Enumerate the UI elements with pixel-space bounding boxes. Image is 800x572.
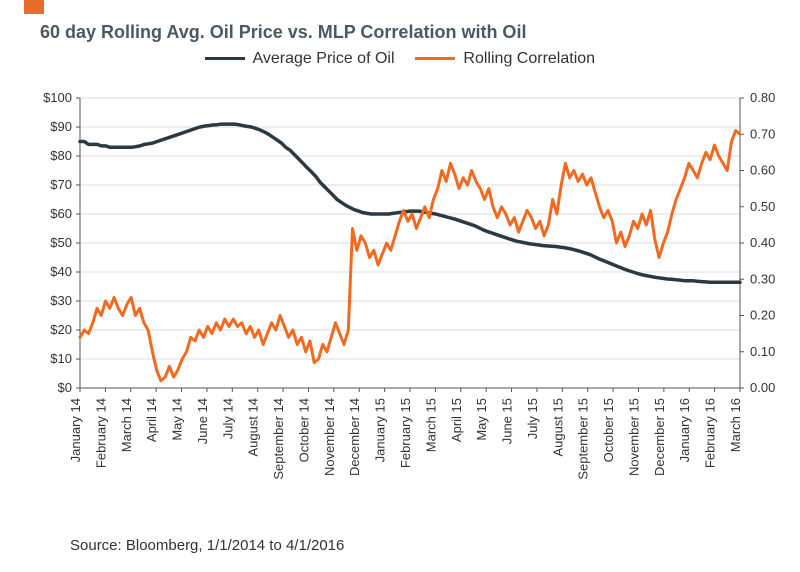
chart: $0 $10 $20 $30 $40 $50 $60 $70 $80 $90 $100 0.00 0.1… [0, 80, 800, 545]
accent-block [24, 0, 44, 14]
svg-text:September 15: September 15 [576, 398, 591, 480]
svg-text:May 15: May 15 [474, 398, 489, 441]
svg-text:March 16: March 16 [728, 398, 743, 452]
svg-text:June 14: June 14 [195, 398, 210, 444]
svg-text:February 14: February 14 [93, 398, 108, 468]
svg-text:$40: $40 [50, 264, 72, 279]
svg-text:January 14: January 14 [68, 398, 83, 462]
svg-text:0.80: 0.80 [750, 90, 775, 105]
legend-label-corr: Rolling Correlation [463, 50, 595, 67]
chart-legend: Average Price of Oil Rolling Correlation [0, 50, 800, 68]
svg-text:January 16: January 16 [677, 398, 692, 462]
svg-text:$20: $20 [50, 322, 72, 337]
svg-text:0.60: 0.60 [750, 163, 775, 178]
legend-label-oil: Average Price of Oil [253, 50, 395, 67]
svg-text:0.70: 0.70 [750, 126, 775, 141]
legend-item-oil: Average Price of Oil [205, 50, 395, 68]
svg-text:January 15: January 15 [373, 398, 388, 462]
svg-text:$50: $50 [50, 235, 72, 250]
svg-text:$10: $10 [50, 351, 72, 366]
svg-text:0.40: 0.40 [750, 235, 775, 250]
svg-text:February 15: February 15 [398, 398, 413, 468]
svg-text:May 14: May 14 [170, 398, 185, 441]
legend-swatch-corr [415, 57, 455, 60]
svg-text:March 15: March 15 [423, 398, 438, 452]
svg-text:November 15: November 15 [626, 398, 641, 476]
svg-text:0.00: 0.00 [750, 380, 775, 395]
svg-text:$80: $80 [50, 148, 72, 163]
svg-text:April 14: April 14 [144, 398, 159, 442]
svg-text:November 14: November 14 [322, 398, 337, 476]
source-text: Source: Bloomberg, 1/1/2014 to 4/1/2016 [70, 537, 344, 554]
svg-text:0.50: 0.50 [750, 199, 775, 214]
svg-text:October 14: October 14 [296, 398, 311, 462]
svg-text:December 15: December 15 [652, 398, 667, 476]
svg-text:February 16: February 16 [703, 398, 718, 468]
svg-text:July 14: July 14 [220, 398, 235, 439]
svg-text:June 15: June 15 [500, 398, 515, 444]
svg-text:0.30: 0.30 [750, 271, 775, 286]
svg-text:August 15: August 15 [550, 398, 565, 457]
svg-text:0.10: 0.10 [750, 344, 775, 359]
legend-item-corr: Rolling Correlation [415, 50, 595, 68]
legend-swatch-oil [205, 57, 245, 60]
svg-text:$90: $90 [50, 119, 72, 134]
svg-text:October 15: October 15 [601, 398, 616, 462]
chart-title: 60 day Rolling Avg. Oil Price vs. MLP Co… [40, 22, 526, 43]
svg-text:August 14: August 14 [246, 398, 261, 457]
svg-text:March 14: March 14 [119, 398, 134, 452]
svg-text:December 14: December 14 [347, 398, 362, 476]
svg-text:July 15: July 15 [525, 398, 540, 439]
svg-text:0.20: 0.20 [750, 308, 775, 323]
svg-text:$100: $100 [43, 90, 72, 105]
svg-text:$30: $30 [50, 293, 72, 308]
svg-text:$0: $0 [58, 380, 72, 395]
svg-text:September 14: September 14 [271, 398, 286, 480]
svg-text:April 15: April 15 [449, 398, 464, 442]
svg-text:$60: $60 [50, 206, 72, 221]
svg-text:$70: $70 [50, 177, 72, 192]
